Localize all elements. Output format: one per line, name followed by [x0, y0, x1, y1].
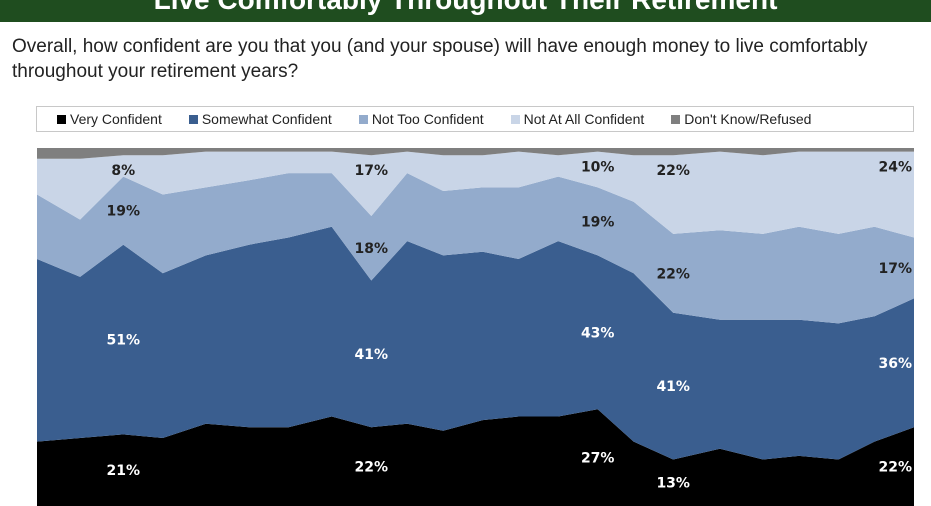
legend-label-dont-know-refused: Don't Know/Refused — [684, 111, 812, 127]
legend-swatch-dont-know-refused — [671, 114, 681, 124]
legend-item-somewhat-confident: Somewhat Confident — [188, 111, 332, 127]
chart-legend: Very Confident Somewhat Confident Not To… — [36, 106, 914, 132]
data-label-not-at-all-confident-3: 8% — [111, 163, 135, 179]
data-label-very-confident-16: 22% — [878, 460, 912, 476]
legend-label-somewhat-confident: Somewhat Confident — [201, 111, 332, 127]
area-somewhat-confident — [37, 226, 914, 460]
data-label-not-at-all-confident-15: 22% — [656, 163, 690, 179]
data-label-not-too-confident-14: 22% — [656, 266, 690, 282]
legend-item-not-too-confident: Not Too Confident — [358, 111, 484, 127]
data-label-not-at-all-confident-11: 10% — [581, 160, 615, 176]
legend-label-not-at-all-confident: Not At All Confident — [523, 111, 645, 127]
data-label-somewhat-confident-17: 36% — [878, 356, 912, 372]
data-label-not-at-all-confident-19: 24% — [878, 160, 912, 176]
legend-label-not-too-confident: Not Too Confident — [371, 111, 484, 127]
area-not-too-confident — [37, 173, 914, 324]
data-label-very-confident-4: 22% — [355, 460, 389, 476]
data-label-very-confident-0: 21% — [107, 463, 141, 479]
area-don-t-know-refused — [37, 148, 914, 159]
banner-title: Live Comfortably Throughout Their Retire… — [0, 0, 931, 16]
legend-swatch-not-too-confident — [358, 114, 368, 124]
legend-label-very-confident: Very Confident — [70, 111, 162, 127]
area-very-confident — [37, 409, 914, 506]
data-label-not-too-confident-6: 18% — [355, 241, 389, 257]
area-not-at-all-confident — [37, 151, 914, 238]
data-label-very-confident-8: 27% — [581, 451, 615, 467]
data-label-very-confident-12: 13% — [656, 476, 690, 492]
data-label-not-too-confident-18: 17% — [878, 261, 912, 277]
legend-item-very-confident: Very Confident — [57, 111, 162, 127]
data-label-somewhat-confident-9: 43% — [581, 325, 615, 341]
data-label-not-too-confident-2: 19% — [107, 204, 141, 220]
data-label-somewhat-confident-13: 41% — [656, 379, 690, 395]
legend-item-not-at-all-confident: Not At All Confident — [510, 111, 645, 127]
legend-swatch-not-at-all-confident — [510, 114, 520, 124]
legend-swatch-very-confident — [57, 114, 66, 124]
legend-item-dont-know-refused: Don't Know/Refused — [671, 111, 811, 127]
title-banner: Live Comfortably Throughout Their Retire… — [0, 0, 931, 22]
data-label-somewhat-confident-5: 41% — [355, 347, 389, 363]
data-label-not-at-all-confident-7: 17% — [355, 163, 389, 179]
data-label-somewhat-confident-1: 51% — [107, 333, 141, 349]
data-label-not-too-confident-10: 19% — [581, 214, 615, 230]
survey-question: Overall, how confident are you that you … — [12, 36, 868, 82]
legend-swatch-somewhat-confident — [188, 114, 198, 124]
